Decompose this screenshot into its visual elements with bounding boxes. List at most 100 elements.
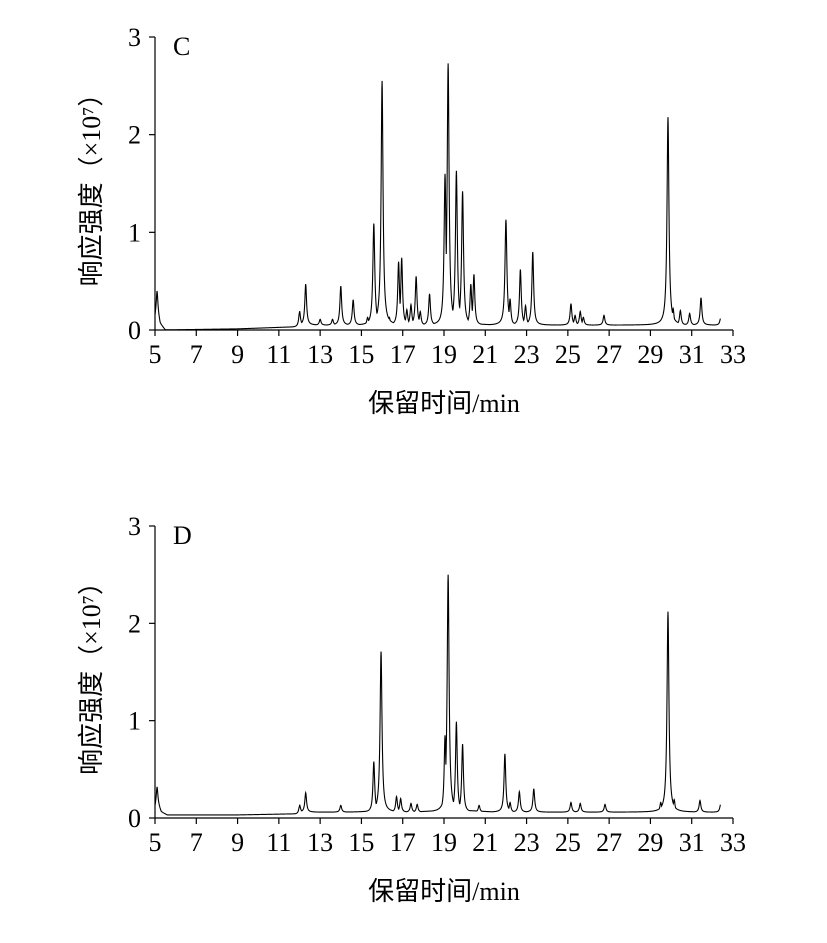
y-tick-label: 1 <box>128 218 141 247</box>
peak-point <box>660 804 661 805</box>
y-tick-label: 3 <box>128 23 141 52</box>
peak-point <box>580 805 581 806</box>
panel-label: D <box>173 521 192 550</box>
peak-point <box>156 786 157 787</box>
peak-point <box>720 806 721 807</box>
x-tick-label: 17 <box>390 340 416 369</box>
x-tick-label: 9 <box>231 828 244 857</box>
x-tick-label: 7 <box>190 340 203 369</box>
peak-point <box>389 319 390 320</box>
peak-point <box>299 312 300 313</box>
x-tick-label: 5 <box>149 340 162 369</box>
peak-point <box>570 305 571 306</box>
peak-point <box>570 804 571 805</box>
peak-point <box>667 613 668 614</box>
peak-point <box>504 755 505 756</box>
x-tick-label: 9 <box>231 340 244 369</box>
y-tick-label: 0 <box>128 804 141 833</box>
peak-point <box>305 794 306 795</box>
x-tick-label: 27 <box>596 828 622 857</box>
peak-point <box>680 312 681 313</box>
peak-point <box>525 307 526 308</box>
peak-point <box>470 285 471 286</box>
x-tick-label: 13 <box>307 828 333 857</box>
peak-point <box>720 320 721 321</box>
x-tick-label: 17 <box>390 828 416 857</box>
peak-point <box>398 263 399 264</box>
y-tick-label: 1 <box>128 707 141 736</box>
peak-point <box>583 319 584 320</box>
peak-point <box>700 299 701 300</box>
x-tick-label: 23 <box>514 828 540 857</box>
peak-point <box>532 253 533 254</box>
peak-point <box>509 300 510 301</box>
peak-point <box>417 806 418 807</box>
peak-point <box>410 805 411 806</box>
x-tick-label: 27 <box>596 340 622 369</box>
peak-point <box>456 723 457 724</box>
peak-point <box>603 317 604 318</box>
peak-point <box>667 118 668 119</box>
peak-point <box>533 790 534 791</box>
x-tick-label: 11 <box>266 340 291 369</box>
peak-point <box>401 259 402 260</box>
peak-point <box>400 800 401 801</box>
peak-point <box>444 737 445 738</box>
x-tick-label: 29 <box>637 340 663 369</box>
y-tick-label: 2 <box>128 609 141 638</box>
x-tick-label: 29 <box>637 828 663 857</box>
x-tick-label: 33 <box>720 828 746 857</box>
peak-point <box>299 806 300 807</box>
x-tick-label: 11 <box>266 828 291 857</box>
chromatogram-trace <box>154 574 721 816</box>
y-tick-label: 0 <box>128 316 141 345</box>
peak-point <box>373 225 374 226</box>
peak-point <box>689 315 690 316</box>
peak-point <box>416 278 417 279</box>
y-tick-label: 2 <box>128 121 141 150</box>
peak-point <box>420 313 421 314</box>
x-tick-label: 19 <box>431 340 457 369</box>
peak-point <box>509 804 510 805</box>
y-tick-label: 3 <box>128 512 141 541</box>
x-tick-label: 25 <box>555 340 581 369</box>
peak-point <box>580 313 581 314</box>
peak-point <box>381 82 382 83</box>
x-tick-label: 31 <box>679 828 705 857</box>
peak-point <box>380 653 381 654</box>
peak-point <box>604 806 605 807</box>
peak-point <box>448 576 449 577</box>
peak-point <box>473 276 474 277</box>
panel-label: C <box>173 32 190 61</box>
peak-point <box>410 306 411 307</box>
x-tick-label: 23 <box>514 340 540 369</box>
peak-point <box>332 321 333 322</box>
x-tick-label: 25 <box>555 828 581 857</box>
peak-point <box>406 311 407 312</box>
peak-point <box>519 793 520 794</box>
peak-point <box>367 319 368 320</box>
peak-point <box>448 65 449 66</box>
peak-point <box>673 310 674 311</box>
peak-point <box>444 175 445 176</box>
chromatogram-trace <box>154 63 721 331</box>
x-tick-label: 21 <box>472 828 498 857</box>
peak-point <box>462 193 463 194</box>
peak-point <box>674 801 675 802</box>
peak-point <box>505 221 506 222</box>
peak-point <box>396 798 397 799</box>
y-axis-label: 响应强度（×10⁷） <box>77 81 106 287</box>
peak-point <box>305 285 306 286</box>
peak-point <box>340 287 341 288</box>
x-tick-label: 15 <box>348 340 374 369</box>
peak-point <box>699 802 700 803</box>
x-axis-label: 保留时间/min <box>368 389 520 418</box>
x-tick-label: 33 <box>720 340 746 369</box>
peak-point <box>574 317 575 318</box>
x-tick-label: 21 <box>472 340 498 369</box>
y-axis-label: 响应强度（×10⁷） <box>77 569 106 775</box>
x-tick-label: 5 <box>149 828 162 857</box>
x-tick-label: 31 <box>679 340 705 369</box>
